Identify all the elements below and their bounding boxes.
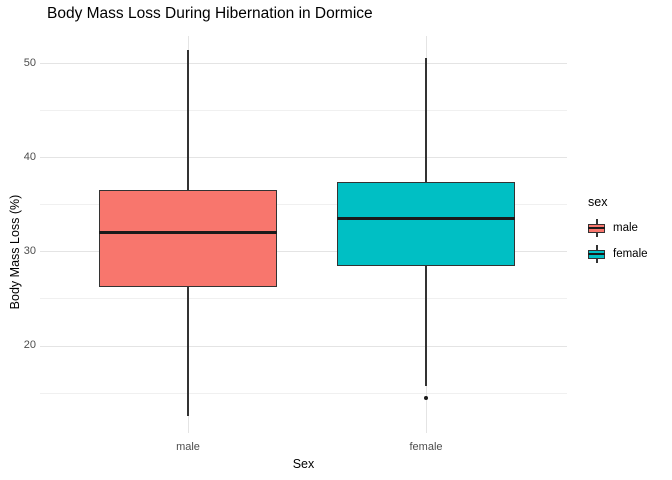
box-male <box>99 190 277 288</box>
key-median-line <box>588 253 605 255</box>
minor-gridline <box>40 392 567 394</box>
whisker-upper-female <box>425 57 427 182</box>
major-gridline <box>40 345 567 347</box>
major-gridline <box>40 251 567 253</box>
x-axis-title: Sex <box>292 457 315 471</box>
legend-item-male: male <box>588 219 648 237</box>
major-gridline <box>40 157 567 159</box>
box-female <box>337 181 515 267</box>
minor-gridline <box>40 204 567 206</box>
legend: sex male female <box>588 195 648 271</box>
median-line-female <box>337 217 515 220</box>
minor-gridline <box>40 110 567 112</box>
plot-panel <box>40 36 567 433</box>
minor-gridline <box>40 298 567 300</box>
x-tick-label-male: male <box>176 441 200 453</box>
median-line-male <box>99 231 277 234</box>
legend-item-female: female <box>588 245 648 263</box>
legend-label-female: female <box>613 248 648 260</box>
y-tick-label: 20 <box>23 339 36 351</box>
y-tick-label: 30 <box>23 244 36 257</box>
y-tick-label: 50 <box>23 56 36 69</box>
whisker-lower-male <box>187 287 189 417</box>
chart-title: Body Mass Loss During Hibernation in Dor… <box>47 5 373 22</box>
whisker-lower-female <box>425 266 427 386</box>
key-median-line <box>588 227 605 229</box>
outlier-point-female <box>424 396 428 401</box>
boxplot-key-female-icon <box>588 245 606 263</box>
whisker-upper-male <box>187 50 189 191</box>
legend-label-male: male <box>613 222 638 234</box>
major-gridline <box>40 63 567 65</box>
legend-title: sex <box>588 195 608 209</box>
x-tick-label-female: female <box>409 441 443 453</box>
boxplot-key-male-icon <box>588 219 606 237</box>
y-tick-label: 40 <box>23 150 36 163</box>
